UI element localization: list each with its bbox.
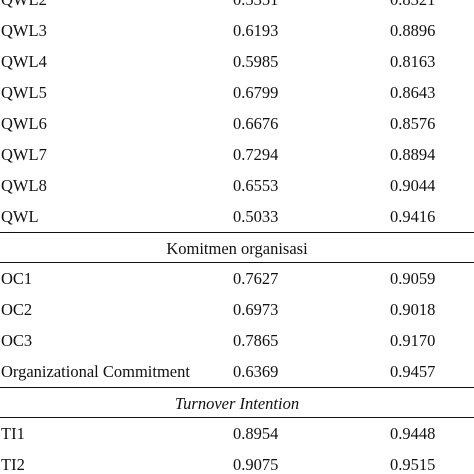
row-value-b: 0.8163 [390, 52, 436, 71]
row-label: QWL3 [1, 21, 47, 40]
row-label: QWL5 [1, 83, 47, 102]
row-value-b: 0.8894 [390, 145, 436, 164]
table-row: QWL7 0.7294 0.8894 [0, 139, 474, 170]
row-label: QWL [1, 207, 39, 226]
row-label: TI2 [1, 455, 25, 474]
row-label: TI1 [1, 424, 25, 443]
table-row: OC3 0.7865 0.9170 [0, 325, 474, 356]
row-value-b: 0.9448 [390, 424, 436, 443]
row-value-b: 0.8321 [390, 0, 435, 15]
table-row: QWL2 0.5351 0.8321 [0, 0, 474, 15]
table-row: QWL8 0.6553 0.9044 [0, 170, 474, 201]
table-row: OC1 0.7627 0.9059 [0, 263, 474, 294]
table-row: OC2 0.6973 0.9018 [0, 294, 474, 325]
row-value-a: 0.7627 [233, 269, 279, 288]
row-value-b: 0.9044 [390, 176, 436, 195]
row-value-b: 0.8576 [390, 114, 436, 133]
table-row: QWL6 0.6676 0.8576 [0, 108, 474, 139]
table-row: TI2 0.9075 0.9515 [0, 449, 474, 474]
row-value-a: 0.6553 [233, 176, 279, 195]
section-heading-turnover-intention: Turnover Intention [0, 387, 474, 418]
row-value-a: 0.6676 [233, 114, 279, 133]
row-value-b: 0.9515 [390, 455, 436, 474]
table-row: QWL5 0.6799 0.8643 [0, 77, 474, 108]
section-heading-komitmen-organisasi: Komitmen organisasi [0, 232, 474, 263]
row-value-a: 0.6973 [233, 300, 279, 319]
table-row: QWL3 0.6193 0.8896 [0, 15, 474, 46]
row-label: OC1 [1, 269, 33, 288]
section-heading-text: Turnover Intention [174, 394, 300, 413]
row-value-a: 0.5033 [233, 207, 279, 226]
row-value-a: 0.5985 [233, 52, 279, 71]
row-label: OC3 [1, 331, 33, 350]
table-row: QWL4 0.5985 0.8163 [0, 46, 474, 77]
row-value-a: 0.9075 [233, 455, 279, 474]
row-value-b: 0.9059 [390, 269, 436, 288]
row-label: Organizational Commitment [1, 362, 190, 381]
row-label: OC2 [1, 300, 33, 319]
row-value-b: 0.9457 [390, 362, 436, 381]
row-value-a: 0.7294 [233, 145, 279, 164]
row-label: QWL6 [1, 114, 47, 133]
table-row: TI1 0.8954 0.9448 [0, 418, 474, 449]
row-label: QWL8 [1, 176, 47, 195]
row-label: QWL4 [1, 52, 47, 71]
row-value-b: 0.9170 [390, 331, 436, 350]
row-value-b: 0.9018 [390, 300, 436, 319]
table-row: QWL 0.5033 0.9416 [0, 201, 474, 232]
row-value-b: 0.8896 [390, 21, 436, 40]
row-value-b: 0.9416 [390, 207, 436, 226]
row-label: QWL7 [1, 145, 47, 164]
row-label: QWL2 [1, 0, 47, 15]
row-value-a: 0.8954 [233, 424, 279, 443]
row-value-b: 0.8643 [390, 83, 436, 102]
row-value-a: 0.5351 [233, 0, 278, 15]
row-value-a: 0.7865 [233, 331, 279, 350]
section-heading-text: Komitmen organisasi [166, 239, 308, 258]
table-row: Organizational Commitment 0.6369 0.9457 [0, 356, 474, 387]
row-value-a: 0.6369 [233, 362, 279, 381]
row-value-a: 0.6799 [233, 83, 279, 102]
row-value-a: 0.6193 [233, 21, 279, 40]
